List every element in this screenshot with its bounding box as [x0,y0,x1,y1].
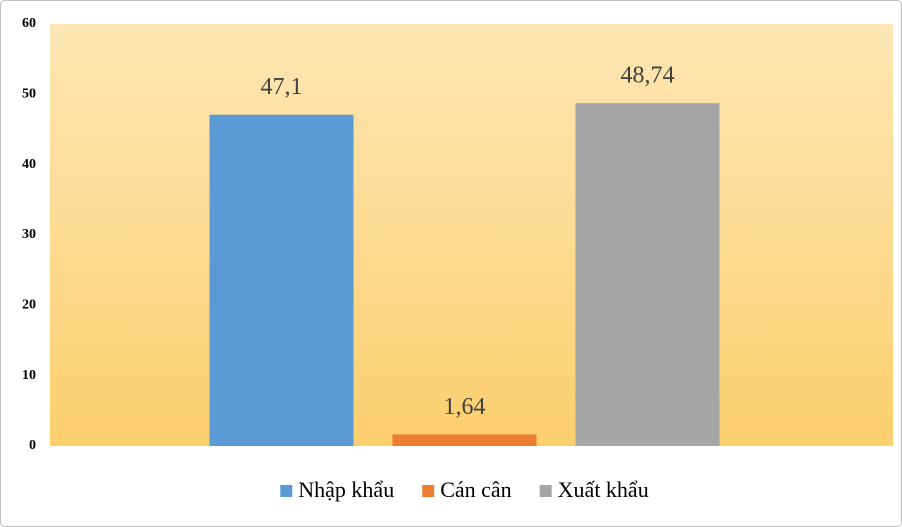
y-tick-label: 10 [22,368,36,383]
data-label: 48,74 [621,63,675,89]
y-tick-label: 50 [22,87,36,102]
legend-label: Nhập khẩu [298,477,394,502]
legend-swatch [539,485,552,497]
plot-area [50,24,893,446]
data-label: 47,1 [261,74,303,100]
data-label: 1,64 [444,394,486,420]
y-tick-label: 30 [22,227,36,242]
y-tick-label: 40 [22,157,36,172]
legend-label: Cán cân [440,477,511,502]
bar [392,434,537,446]
legend-label: Xuất khẩu [558,477,649,502]
legend-swatch [280,485,293,497]
y-tick-label: 0 [29,438,36,453]
legend-swatch [422,485,435,497]
y-tick-label: 60 [22,16,36,31]
y-tick-label: 20 [22,298,36,313]
bar [575,103,720,446]
bar [209,114,354,446]
